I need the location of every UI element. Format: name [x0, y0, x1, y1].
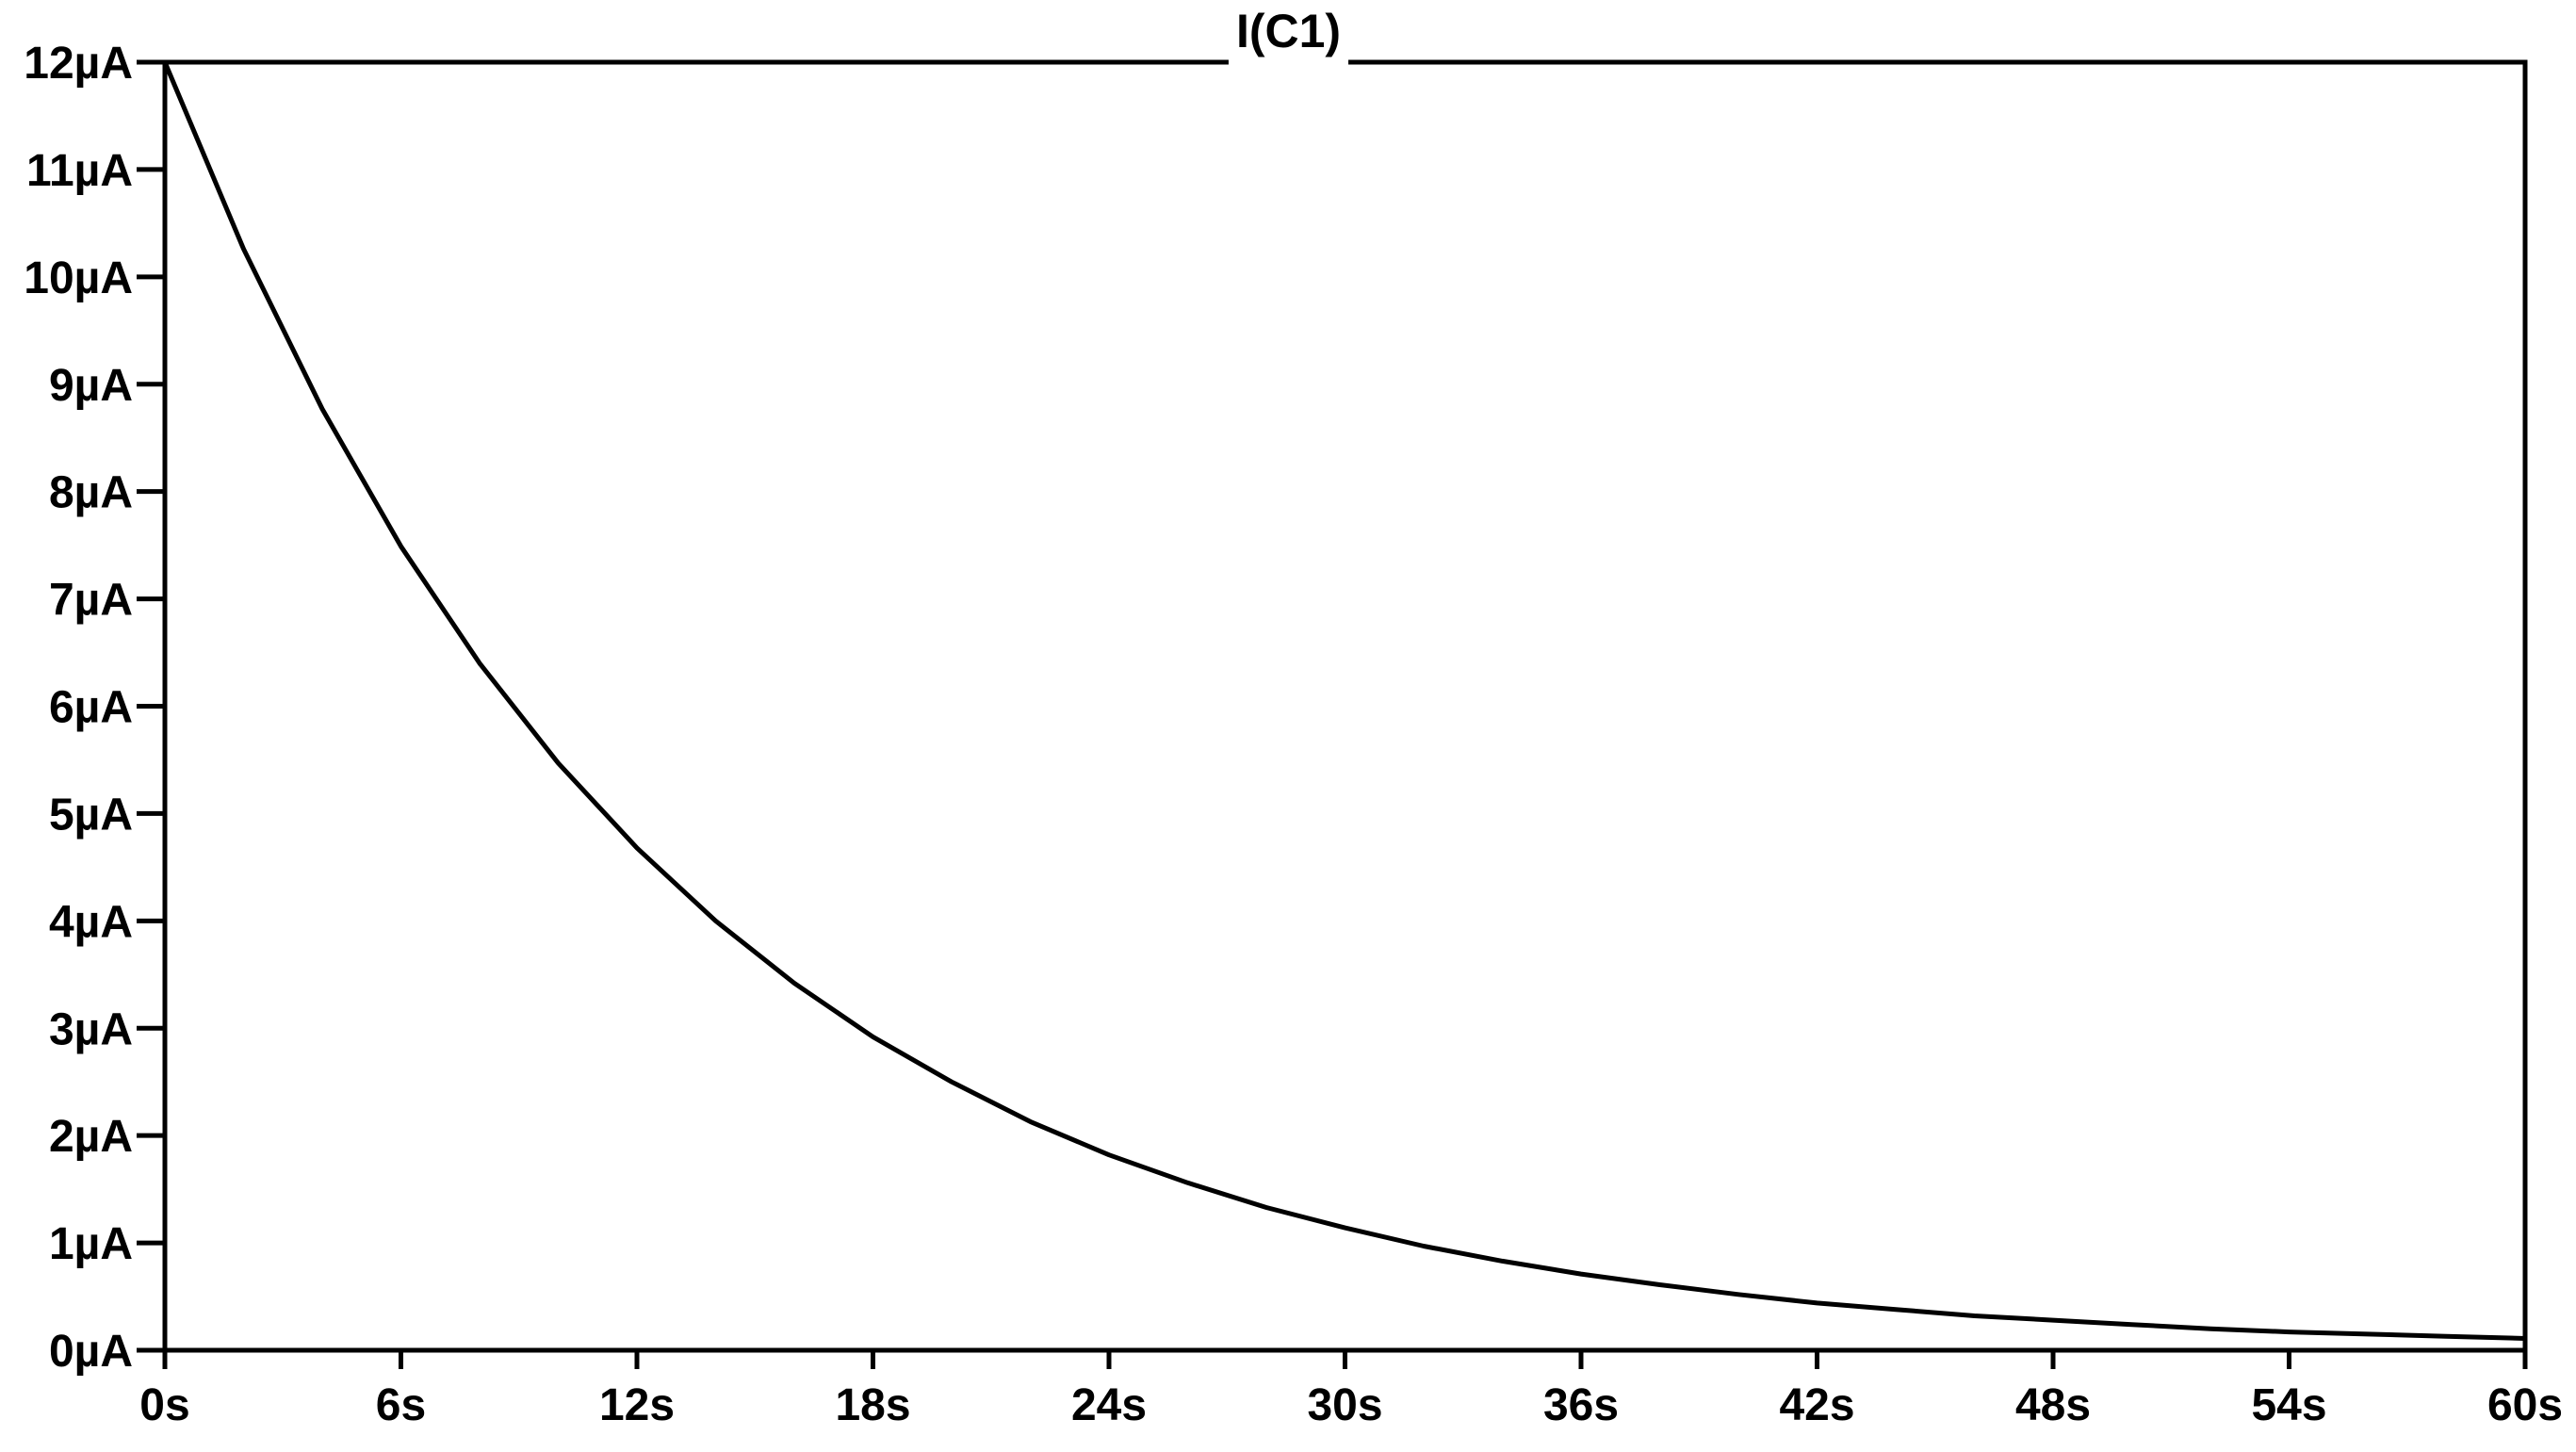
title-background: [1228, 8, 1349, 66]
chart-title: I(C1): [1236, 5, 1341, 57]
y-tick-label: 5µA: [49, 790, 133, 840]
y-tick-label: 9µA: [49, 361, 133, 411]
y-tick-label: 12µA: [24, 39, 133, 89]
y-tick-label: 2µA: [49, 1112, 133, 1162]
x-tick-label: 42s: [1779, 1380, 1854, 1430]
x-axis: 0s 6s 12s 18s 24s 30s 36s 42s 48s 54s 60s: [139, 1350, 2563, 1430]
x-tick-label: 0s: [139, 1380, 189, 1430]
x-tick-label: 18s: [835, 1380, 910, 1430]
y-tick-label: 11µA: [26, 146, 133, 196]
y-tick-label: 0µA: [49, 1327, 133, 1377]
y-tick-label: 10µA: [24, 253, 133, 303]
x-tick-label: 6s: [376, 1380, 426, 1430]
x-tick-label: 54s: [2251, 1380, 2326, 1430]
x-tick-label: 30s: [1307, 1380, 1382, 1430]
y-tick-label: 7µA: [49, 576, 133, 626]
x-tick-label: 36s: [1543, 1380, 1619, 1430]
y-tick-label: 8µA: [49, 468, 133, 518]
series-layer: [162, 61, 2526, 1341]
x-tick-label: 24s: [1071, 1380, 1147, 1430]
y-tick-label: 3µA: [49, 1004, 133, 1054]
y-axis: 0µA 1µA 2µA 3µA 4µA 5µA 6µA 7µA 8µA 9µA 10µA 11µA 12…: [24, 39, 165, 1377]
x-tick-label: 12s: [599, 1380, 675, 1430]
y-tick-label: 6µA: [49, 683, 133, 733]
y-tick-label: 1µA: [49, 1219, 133, 1269]
x-tick-label: 60s: [2487, 1380, 2563, 1430]
y-tick-label: 4µA: [49, 897, 133, 947]
series-line: [162, 61, 2526, 1341]
x-tick-label: 48s: [2015, 1380, 2091, 1430]
